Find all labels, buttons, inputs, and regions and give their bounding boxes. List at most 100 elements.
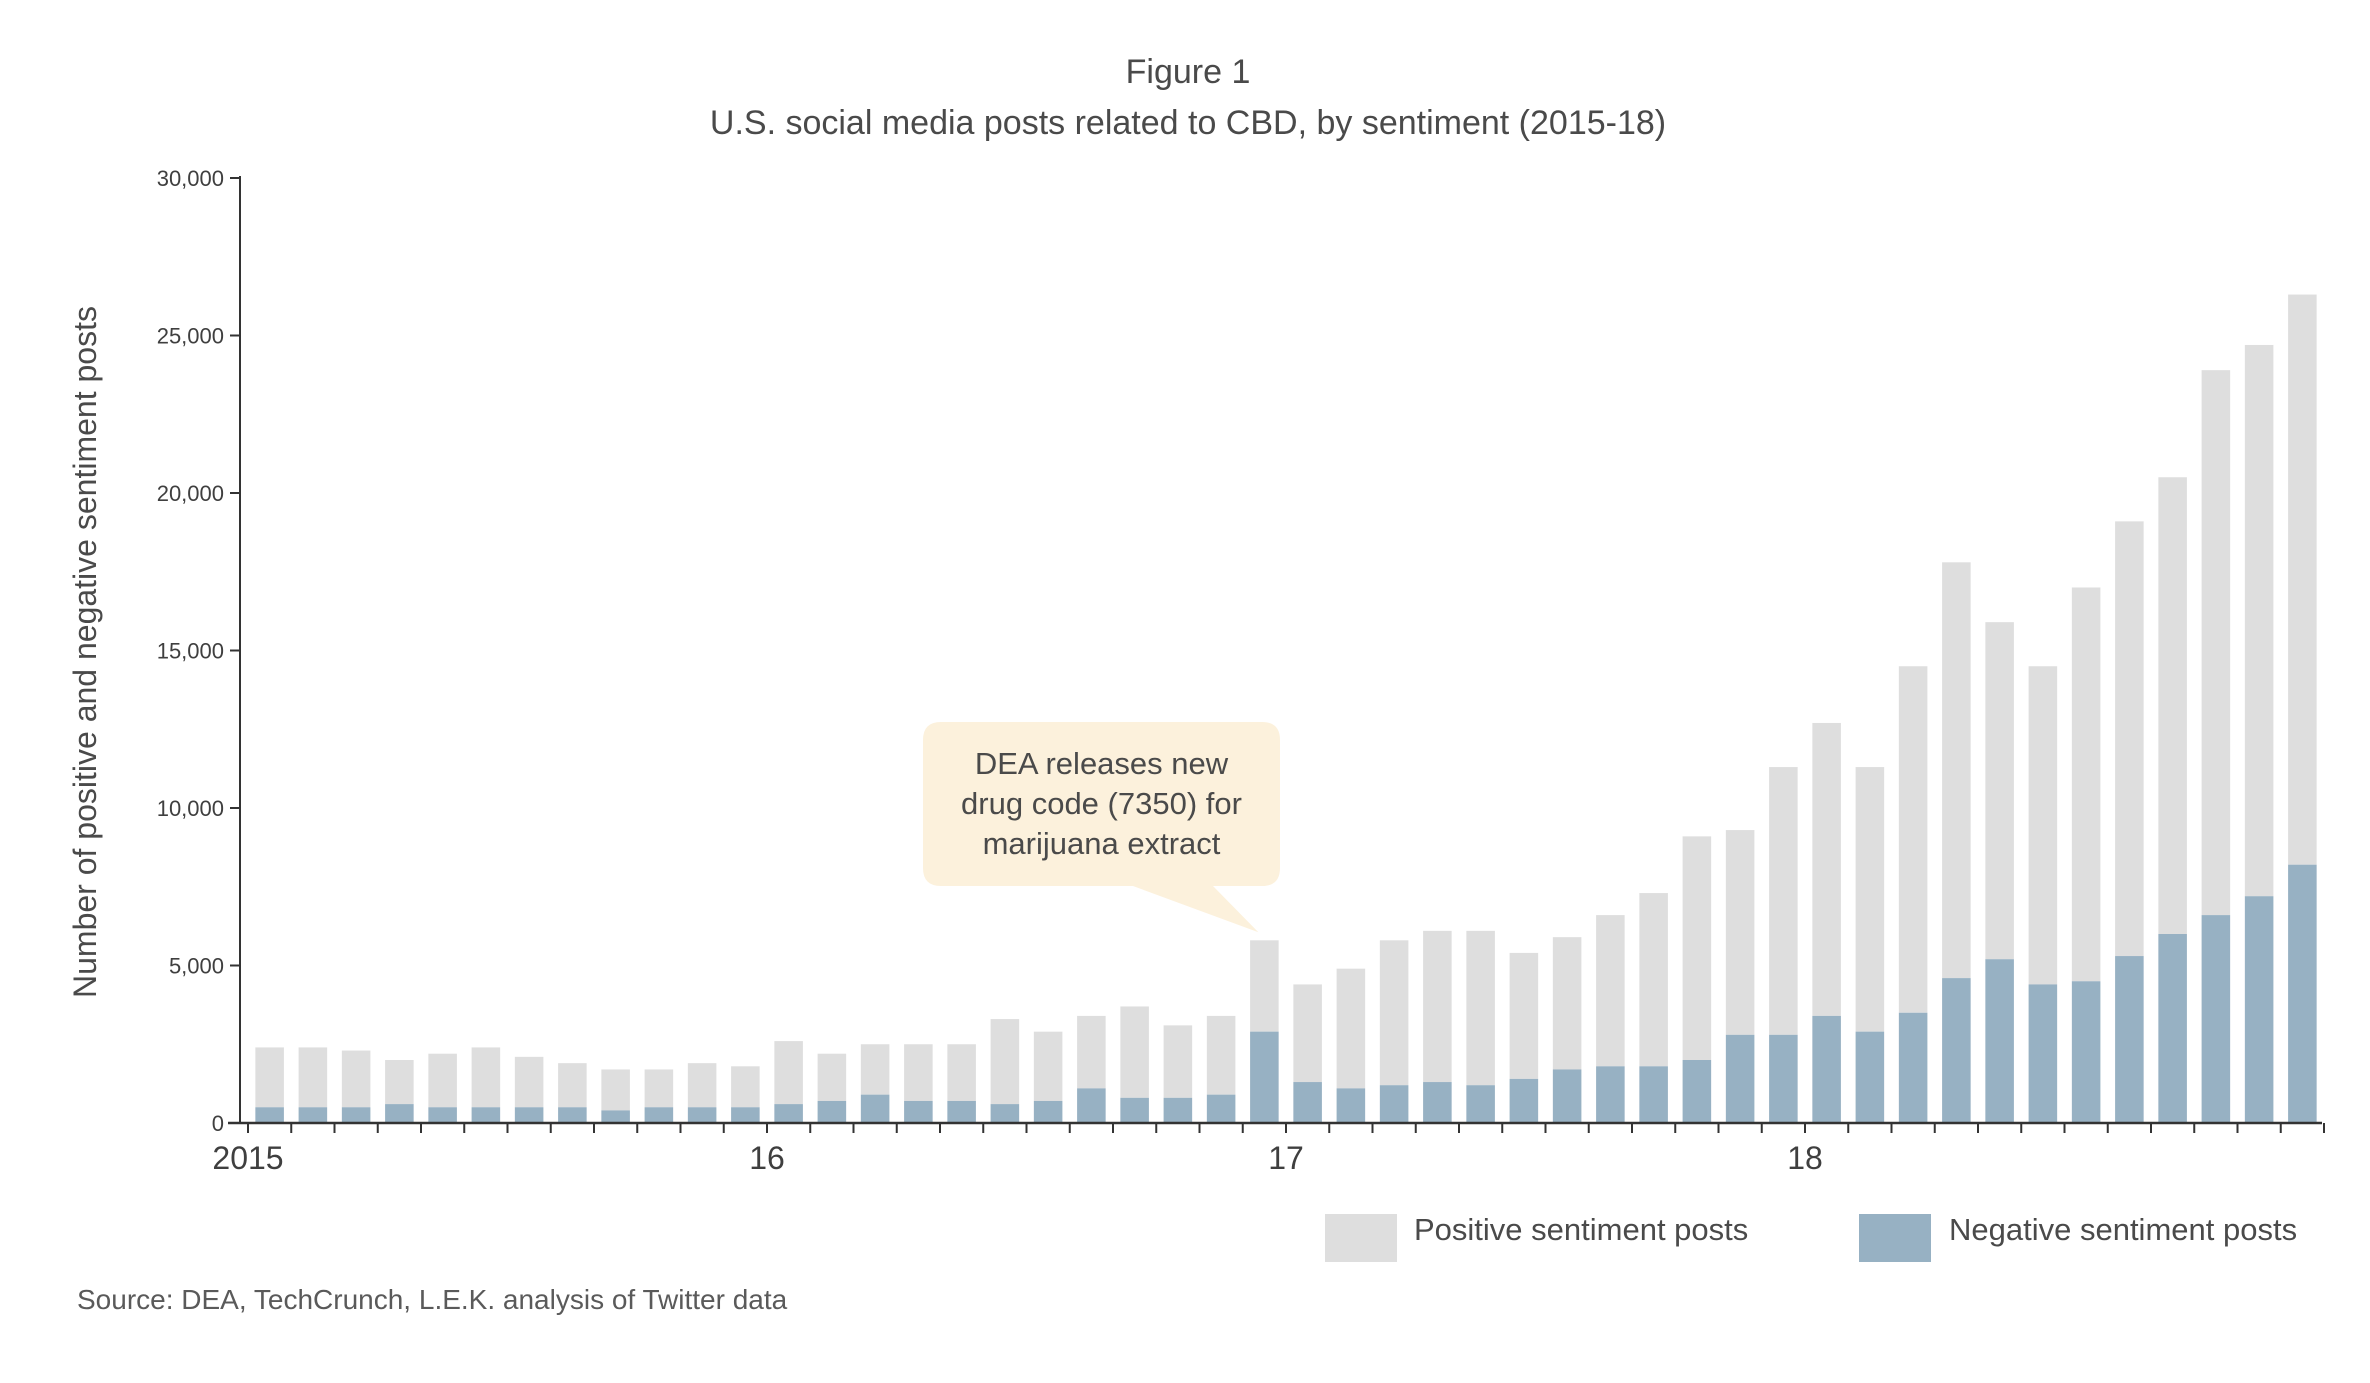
bar-negative-2016-02: [817, 1100, 847, 1123]
bar-positive-2017-12: [1769, 767, 1798, 1035]
bar-positive-2018-09: [2158, 477, 2187, 934]
source-note: Source: DEA, TechCrunch, L.E.K. analysis…: [77, 1284, 788, 1315]
bar-positive-2017-11: [1725, 830, 1755, 1035]
bar-positive-2018-01: [1812, 722, 1841, 1016]
bar-positive-2017-10: [1682, 836, 1712, 1060]
bar-negative-2017-10: [1682, 1060, 1712, 1123]
bar-positive-2018-03: [1898, 666, 1928, 1013]
bar-negative-2018-01: [1812, 1015, 1841, 1123]
bar-negative-2015-01: [255, 1107, 284, 1123]
bar-positive-2015-01: [255, 1047, 284, 1108]
bar-positive-2017-03: [1379, 940, 1409, 1086]
bar-negative-2017-12: [1769, 1034, 1798, 1123]
bar-negative-2016-03: [860, 1094, 890, 1123]
bars-layer: [255, 294, 2317, 1123]
bar-positive-2016-05: [947, 1044, 976, 1101]
bar-negative-2017-03: [1379, 1085, 1409, 1123]
bar-negative-2017-09: [1639, 1066, 1668, 1123]
bar-negative-2015-09: [601, 1110, 630, 1123]
bar-negative-2017-02: [1336, 1088, 1366, 1123]
legend-label-positive: Positive sentiment posts: [1414, 1212, 1748, 1247]
bar-negative-2018-04: [1942, 978, 1971, 1123]
bar-positive-2015-07: [514, 1056, 544, 1108]
bar-positive-2018-02: [1855, 767, 1885, 1032]
y-tick-label: 30,000: [157, 166, 224, 191]
bar-positive-2016-04: [904, 1044, 933, 1101]
legend-swatch-negative: [1859, 1214, 1931, 1262]
bar-positive-2018-06: [2028, 666, 2058, 985]
annotation-line-2: drug code (7350) for: [961, 786, 1242, 821]
bar-positive-2015-08: [558, 1063, 587, 1108]
bar-negative-2018-08: [2115, 956, 2144, 1123]
y-tick-label: 10,000: [157, 796, 224, 821]
bar-negative-2015-06: [471, 1107, 501, 1123]
x-tick-label: 18: [1787, 1140, 1823, 1176]
bar-negative-2018-05: [1985, 959, 2014, 1123]
bar-positive-2016-11: [1206, 1015, 1236, 1095]
bar-positive-2018-08: [2115, 521, 2144, 957]
bar-negative-2016-09: [1120, 1097, 1149, 1123]
bar-positive-2016-02: [817, 1053, 847, 1101]
annotation-line-1: DEA releases new: [975, 746, 1229, 781]
bar-positive-2016-01: [774, 1041, 803, 1105]
bar-positive-2015-10: [644, 1069, 674, 1108]
bar-negative-2017-04: [1423, 1082, 1452, 1123]
bar-negative-2018-03: [1898, 1012, 1928, 1123]
bar-negative-2017-01: [1293, 1082, 1322, 1123]
figure-label: Figure 1: [1126, 53, 1251, 91]
bar-positive-2017-05: [1466, 930, 1495, 1086]
bar-negative-2017-05: [1466, 1085, 1495, 1123]
y-tick-label: 5,000: [169, 954, 224, 979]
bar-positive-2018-07: [2071, 587, 2101, 982]
bar-positive-2016-09: [1120, 1006, 1149, 1098]
bar-negative-2015-02: [298, 1107, 328, 1123]
legend: Positive sentiment posts Negative sentim…: [1325, 1212, 2297, 1262]
bar-positive-2015-06: [471, 1047, 501, 1108]
x-tick-label: 17: [1268, 1140, 1304, 1176]
annotation-callout: DEA releases new drug code (7350) for ma…: [923, 722, 1280, 933]
legend-label-negative: Negative sentiment posts: [1949, 1212, 2297, 1247]
annotation-line-3: marijuana extract: [983, 826, 1221, 861]
bar-negative-2016-07: [1033, 1100, 1063, 1123]
bar-negative-2016-01: [774, 1104, 803, 1123]
bar-negative-2015-04: [385, 1104, 414, 1123]
legend-swatch-positive: [1325, 1214, 1397, 1262]
bar-positive-2015-02: [298, 1047, 328, 1108]
bar-negative-2015-10: [644, 1107, 674, 1123]
x-tick-label: 16: [749, 1140, 785, 1176]
bar-positive-2017-09: [1639, 893, 1668, 1067]
y-axis-label: Number of positive and negative sentimen…: [67, 306, 103, 998]
bar-negative-2018-11: [2244, 896, 2274, 1123]
bar-positive-2016-07: [1033, 1031, 1063, 1101]
y-tick-label: 15,000: [157, 639, 224, 664]
bar-positive-2016-12: [1250, 940, 1279, 1032]
bar-positive-2018-05: [1985, 622, 2014, 960]
bar-negative-2016-05: [947, 1100, 976, 1123]
annotation-bubble: [923, 722, 1280, 933]
bar-positive-2015-05: [428, 1053, 457, 1108]
y-tick-label: 25,000: [157, 324, 224, 349]
bar-negative-2016-10: [1163, 1097, 1193, 1123]
bar-negative-2018-07: [2071, 981, 2101, 1123]
bar-positive-2017-06: [1509, 952, 1539, 1079]
bar-positive-2016-10: [1163, 1025, 1193, 1098]
bar-positive-2017-08: [1596, 915, 1625, 1067]
bar-negative-2016-11: [1206, 1094, 1236, 1123]
y-tick-label: 20,000: [157, 481, 224, 506]
bar-positive-2016-06: [990, 1019, 1020, 1105]
bar-negative-2016-06: [990, 1104, 1020, 1123]
bar-negative-2015-11: [687, 1107, 717, 1123]
bar-positive-2016-08: [1077, 1015, 1106, 1089]
bar-positive-2016-03: [860, 1044, 890, 1095]
bar-positive-2017-04: [1423, 930, 1452, 1083]
bar-negative-2018-12: [2288, 864, 2317, 1123]
bar-negative-2015-08: [558, 1107, 587, 1123]
bar-positive-2015-12: [731, 1066, 760, 1108]
bar-positive-2018-10: [2201, 370, 2231, 916]
bar-negative-2016-04: [904, 1100, 933, 1123]
bar-positive-2015-11: [687, 1063, 717, 1108]
bar-positive-2018-11: [2244, 344, 2274, 897]
bar-negative-2017-11: [1725, 1034, 1755, 1123]
bar-negative-2017-07: [1552, 1069, 1582, 1123]
